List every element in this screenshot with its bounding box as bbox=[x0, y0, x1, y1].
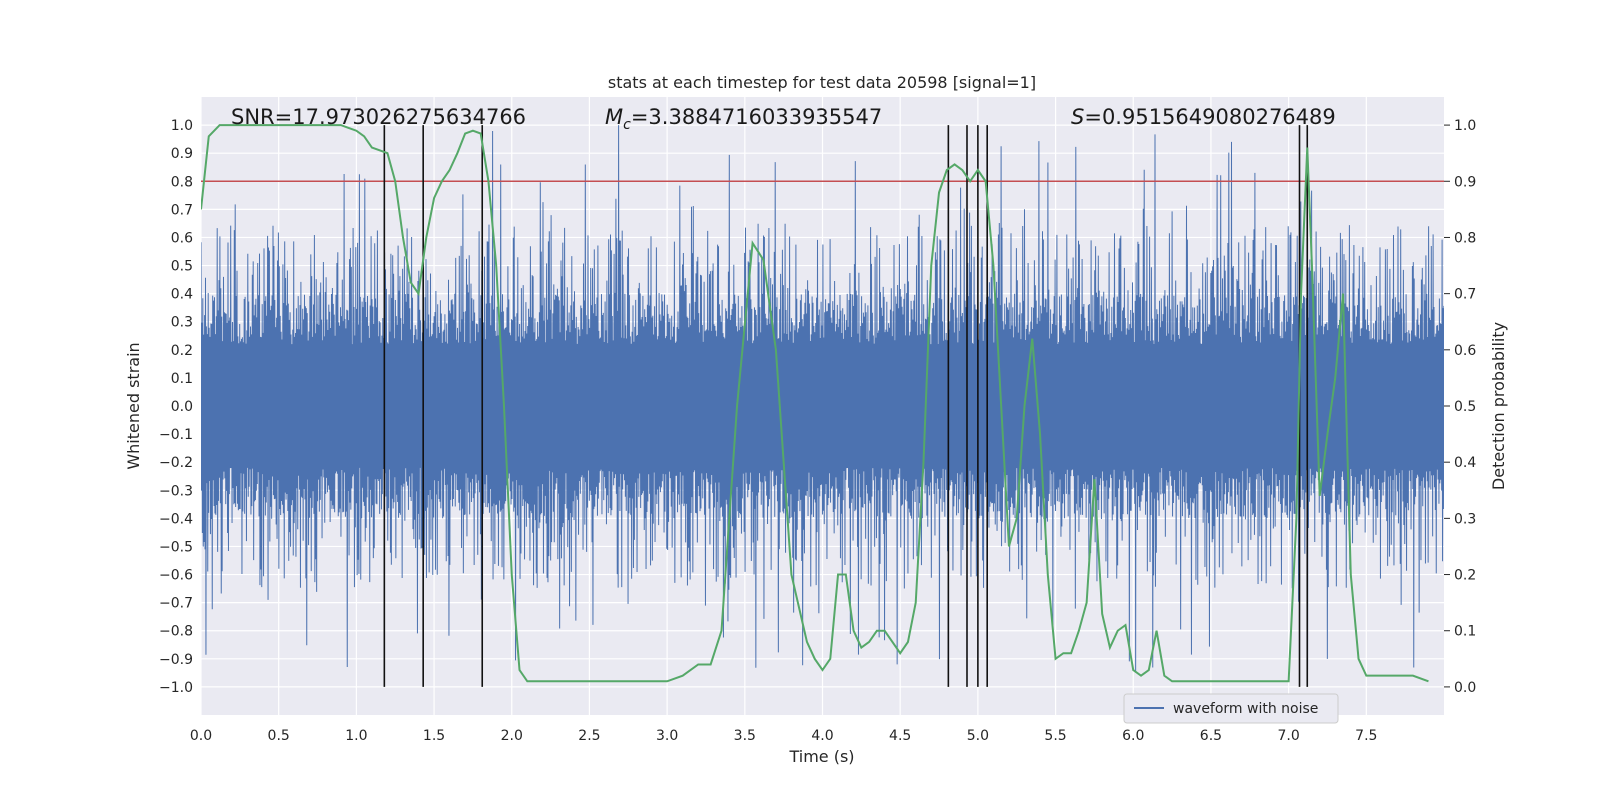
x-tick-label: 2.5 bbox=[578, 728, 600, 744]
x-tick-label: 7.0 bbox=[1277, 728, 1299, 744]
y-right-tick-label: 0.2 bbox=[1454, 568, 1476, 584]
y-left-tick-label: 1.0 bbox=[171, 118, 193, 134]
x-tick-label: 1.0 bbox=[345, 728, 367, 744]
x-axis-label: Time (s) bbox=[788, 747, 854, 766]
y-right-axis-label: Detection probability bbox=[1489, 322, 1508, 490]
y-left-tick-label: 0.4 bbox=[171, 287, 193, 303]
y-right-tick-label: 1.0 bbox=[1454, 118, 1476, 134]
legend-box bbox=[1123, 693, 1339, 724]
x-tick-label: 1.5 bbox=[423, 728, 445, 744]
y-right-tick-label: 0.0 bbox=[1454, 680, 1476, 696]
x-tick-label: 2.0 bbox=[501, 728, 523, 744]
y-right-axis-ticks: 0.0 0.1 0.2 0.3 0.4 0.5 0.6 0.7 0.8 0.9 1.0 bbox=[1444, 118, 1476, 696]
legend: waveform with noise bbox=[1123, 693, 1339, 724]
y-left-tick-label: 0.7 bbox=[171, 202, 193, 218]
snr-annotation: SNR=17.973026275634766 bbox=[231, 105, 526, 129]
y-left-tick-label: 0.6 bbox=[171, 230, 193, 246]
chart-title: stats at each timestep for test data 205… bbox=[608, 73, 1036, 92]
y-left-tick-label: −0.5 bbox=[159, 539, 193, 555]
x-tick-label: 6.5 bbox=[1200, 728, 1222, 744]
y-left-tick-label: −0.3 bbox=[159, 483, 193, 499]
y-left-tick-label: −0.1 bbox=[159, 427, 193, 443]
y-left-tick-label: 0.0 bbox=[171, 399, 193, 415]
s-value: =0.9515649080276489 bbox=[1084, 105, 1335, 129]
y-left-tick-label: −0.2 bbox=[159, 455, 193, 471]
chirp-mass-symbol: M bbox=[605, 105, 623, 129]
chirp-mass-subscript: c bbox=[623, 117, 631, 133]
y-right-tick-label: 0.5 bbox=[1454, 399, 1476, 415]
y-left-tick-label: −1.0 bbox=[159, 680, 193, 696]
x-tick-label: 5.5 bbox=[1044, 728, 1066, 744]
chirp-mass-annotation: Mc=3.3884716033935547 bbox=[605, 105, 882, 133]
y-left-tick-label: −0.7 bbox=[159, 596, 193, 612]
y-left-axis-label: Whitened strain bbox=[124, 342, 143, 469]
y-right-tick-label: 0.6 bbox=[1454, 343, 1476, 359]
y-left-tick-label: −0.6 bbox=[159, 568, 193, 584]
x-tick-label: 3.5 bbox=[734, 728, 756, 744]
x-tick-label: 0.0 bbox=[190, 728, 212, 744]
probability-series bbox=[201, 124, 1429, 683]
y-left-tick-label: −0.9 bbox=[159, 652, 193, 668]
x-tick-label: 7.5 bbox=[1355, 728, 1377, 744]
y-left-tick-label: 0.9 bbox=[171, 146, 193, 162]
waveform-series bbox=[201, 125, 1444, 673]
y-left-tick-label: −0.4 bbox=[159, 511, 193, 527]
y-right-tick-label: 0.4 bbox=[1454, 455, 1476, 471]
y-left-tick-label: 0.2 bbox=[171, 343, 193, 359]
x-tick-label: 4.0 bbox=[811, 728, 833, 744]
y-right-tick-label: 0.3 bbox=[1454, 511, 1476, 527]
s-symbol: S bbox=[1071, 105, 1084, 129]
y-left-axis-ticks: −1.0 −0.9 −0.8 −0.7 −0.6 −0.5 −0.4 −0.3 −0.2 −0.1… bbox=[159, 118, 193, 696]
y-right-tick-label: 0.1 bbox=[1454, 624, 1476, 640]
y-left-tick-label: 0.8 bbox=[171, 174, 193, 190]
y-left-tick-label: −0.8 bbox=[159, 624, 193, 640]
x-tick-label: 4.5 bbox=[889, 728, 911, 744]
x-tick-label: 3.0 bbox=[656, 728, 678, 744]
y-right-tick-label: 0.7 bbox=[1454, 287, 1476, 303]
legend-label: waveform with noise bbox=[1173, 701, 1318, 717]
x-tick-label: 0.5 bbox=[268, 728, 290, 744]
s-annotation: S=0.9515649080276489 bbox=[1071, 105, 1336, 129]
x-axis-ticks: 0.0 0.5 1.0 1.5 2.0 2.5 3.0 3.5 4.0 4.5 5.0 5.5 6.0 6… bbox=[190, 728, 1378, 744]
y-left-tick-label: 0.5 bbox=[171, 259, 193, 275]
chirp-mass-value: =3.3884716033935547 bbox=[631, 105, 882, 129]
y-right-tick-label: 0.9 bbox=[1454, 174, 1476, 190]
y-left-tick-label: 0.1 bbox=[171, 371, 193, 387]
y-left-tick-label: 0.3 bbox=[171, 315, 193, 331]
y-right-tick-label: 0.8 bbox=[1454, 230, 1476, 246]
x-tick-label: 6.0 bbox=[1122, 728, 1144, 744]
x-tick-label: 5.0 bbox=[967, 728, 989, 744]
